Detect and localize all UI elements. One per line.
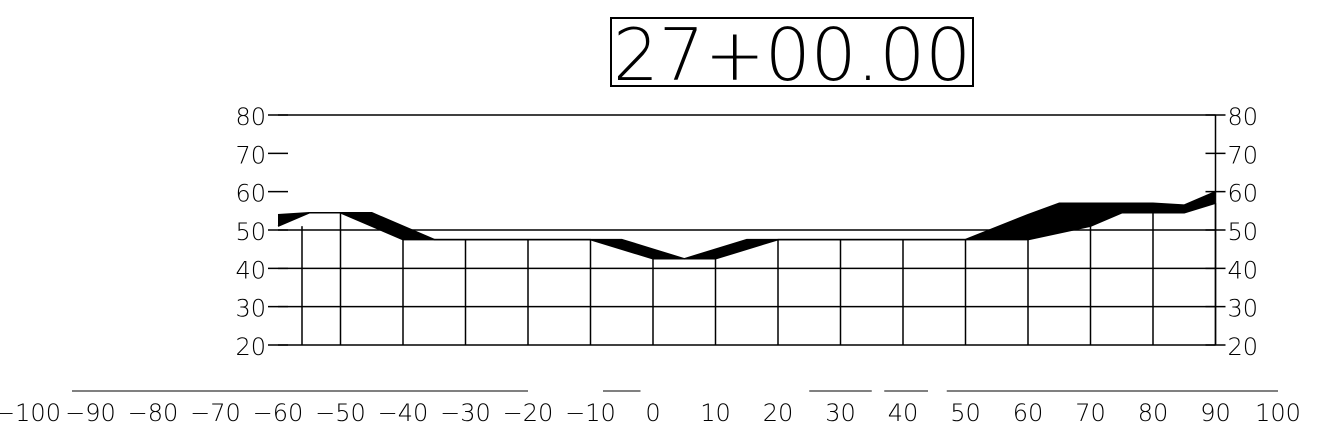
x-tick-label: 50 [950,399,981,427]
x-tick-label: 40 [888,399,919,427]
x-axis-layer: −100 −90 −80 −70 −60 −50 −40 −30 −20 −10 0 10 20 30 40… [0,390,1301,427]
y-tick-label-left: 40 [235,256,266,284]
x-tick-label: 90 [1200,399,1231,427]
x-tick-label: −70 [190,399,241,427]
x-tick-label: −30 [440,399,491,427]
y-tick-label-right: 70 [1228,141,1259,169]
cut-fill-area-layer [278,191,1216,259]
y-tick-label-right: 50 [1228,218,1259,246]
y-tick-label-left: 20 [235,333,266,361]
x-tick-label: 10 [700,399,731,427]
y-tick-label-right: 80 [1228,103,1259,131]
x-tick-label: 100 [1255,399,1301,427]
x-tick-label: 0 [645,399,660,427]
x-tick-label: 30 [825,399,856,427]
y-tick-label-right: 30 [1228,295,1259,323]
x-tick-label: −60 [253,399,304,427]
y-axis-layer: 20 20 30 30 40 40 50 50 60 60 70 70 80 80 [235,103,1258,361]
x-tick-label: −40 [378,399,429,427]
station-title: 27+00.00 [610,13,974,97]
x-tick-label: −90 [65,399,116,427]
station-label: 27+00.00 [613,13,971,97]
x-tick-label: −100 [0,399,61,427]
x-tick-label: −80 [128,399,179,427]
y-tick-label-left: 60 [235,180,266,208]
x-tick-label: −50 [315,399,366,427]
x-tick-label: 60 [1013,399,1044,427]
y-tick-label-right: 40 [1228,256,1259,284]
y-tick-label-left: 50 [235,218,266,246]
x-tick-label: −10 [565,399,616,427]
y-tick-label-left: 70 [235,141,266,169]
y-tick-label-right: 20 [1228,333,1259,361]
x-tick-label: 20 [763,399,794,427]
x-tick-label: −20 [503,399,554,427]
x-tick-label: 80 [1138,399,1169,427]
y-tick-label-left: 80 [235,103,266,131]
x-tick-label: 70 [1075,399,1106,427]
station-title-box [610,17,974,87]
ground-lines-layer [277,191,1216,260]
y-tick-label-right: 60 [1228,180,1259,208]
proposed-ground-line [277,202,1216,260]
y-tick-label-left: 30 [235,295,266,323]
cut-fill-area [278,191,1216,259]
